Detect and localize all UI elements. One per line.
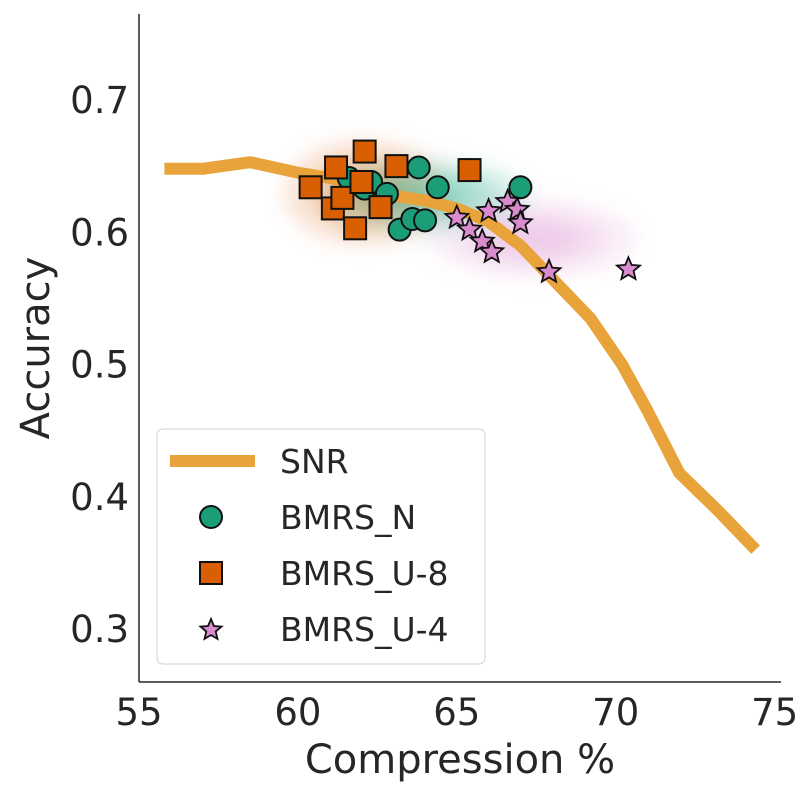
x-tick-label: 65 <box>433 691 480 734</box>
bmrs-u-8-point <box>384 154 409 179</box>
y-tick-label: 0.6 <box>70 211 129 254</box>
legend-label-bmrs-u8: BMRS_U-8 <box>280 554 449 593</box>
bmrs-u-4-point <box>535 257 563 284</box>
y-tick-label: 0.4 <box>70 476 129 519</box>
x-tick-label: 75 <box>751 691 797 734</box>
legend-symbols <box>170 455 255 641</box>
bmrs-u-8-point <box>343 216 368 241</box>
bmrs-u-4-point <box>503 195 531 222</box>
bmrs-u-4-point <box>474 196 503 223</box>
bmrs-u-4-point <box>443 203 471 230</box>
legend: SNR BMRS_N BMRS_U-8 BMRS_U-4 <box>156 428 486 665</box>
y-axis-label: Accuracy <box>13 257 59 440</box>
bmrs-u-8-point <box>352 139 377 164</box>
bmrs-u-8-point <box>330 185 355 210</box>
axes <box>138 14 781 683</box>
legend-symbol-bmrs-u4 <box>198 616 224 641</box>
bmrs-u-4-point <box>478 237 506 264</box>
legend-label-bmrs-u4: BMRS_U-4 <box>280 610 449 649</box>
bmrs-u-8-point <box>368 195 393 220</box>
bmrs-u-4-point <box>506 208 535 235</box>
bmrs-u-8-point <box>298 175 323 200</box>
bmrs-u-4-point <box>468 227 496 254</box>
bmrs-u-8-point <box>349 169 374 194</box>
density-region-2-level-2 <box>486 221 580 257</box>
tick-labels: 55 60 65 70 75 0.3 0.4 0.5 0.6 0.7 <box>70 79 797 734</box>
bmrs-n-point <box>406 155 431 180</box>
legend-box <box>156 428 486 665</box>
bmrs-u-8-point <box>324 155 349 180</box>
legend-label-snr: SNR <box>280 442 349 481</box>
legend-symbol-bmrs-n <box>199 505 223 529</box>
bmrs-u-4-point <box>614 254 643 281</box>
bmrs-u-4-point <box>455 215 484 242</box>
x-tick-label: 70 <box>592 691 639 734</box>
bmrs-u-8-point <box>457 158 482 183</box>
marker-layer <box>298 139 643 284</box>
bmrs-n-point <box>425 175 450 200</box>
y-tick-label: 0.5 <box>70 344 129 387</box>
legend-symbol-bmrs-u8 <box>199 561 223 585</box>
y-tick-label: 0.3 <box>70 608 129 651</box>
y-tick-label: 0.7 <box>70 79 129 122</box>
bmrs-n-point <box>508 175 533 200</box>
x-tick-label: 55 <box>115 691 162 734</box>
legend-label-bmrs-n: BMRS_N <box>280 498 416 537</box>
x-tick-label: 60 <box>274 691 321 734</box>
x-axis-label: Compression % <box>305 737 615 783</box>
bmrs-n-point <box>413 208 438 233</box>
